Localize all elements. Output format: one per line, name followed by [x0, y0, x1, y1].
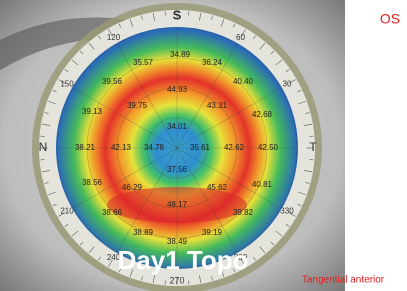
map-value: 39.56: [102, 77, 123, 86]
map-value: 38.21: [75, 143, 96, 152]
map-value: 35.61: [190, 143, 211, 152]
topography-screen: 1206015030210330240300 34.8935.5736.2439…: [0, 0, 407, 291]
map-value: 34.78: [144, 143, 165, 152]
map-value: 35.57: [133, 58, 154, 67]
degree-label: 120: [107, 33, 121, 42]
label-nasal: N: [39, 140, 48, 154]
label-superior: S: [173, 7, 182, 22]
map-type: Tangential anterior: [302, 275, 385, 286]
map-value: 34.89: [170, 50, 191, 59]
caption: Day1 Topo: [118, 245, 249, 275]
label-inferior: 270: [169, 275, 184, 285]
map-value: 37.56: [167, 165, 188, 174]
degree-label: 60: [236, 33, 245, 42]
map-value: 38.89: [133, 228, 154, 237]
map-value: 42.13: [111, 143, 132, 152]
degree-label: 30: [283, 80, 292, 89]
degree-label: 330: [280, 207, 294, 216]
map-value: 40.81: [252, 180, 273, 189]
map-value: 39.75: [127, 101, 148, 110]
map-value: 45.62: [207, 183, 228, 192]
map-value: 42.50: [258, 143, 279, 152]
map-value: 34.01: [167, 122, 188, 131]
degree-label: 150: [60, 80, 74, 89]
map-value: 46.29: [122, 183, 143, 192]
label-temporal: T: [309, 140, 317, 154]
eye-label: OS: [380, 11, 400, 27]
map-value: 39.82: [233, 208, 254, 217]
map-value: 40.40: [233, 77, 254, 86]
map-value: 44.93: [167, 85, 188, 94]
map-value: 42.68: [252, 110, 273, 119]
map-value: 36.24: [202, 58, 223, 67]
map-value: 48.17: [167, 200, 188, 209]
map-value: 42.62: [224, 143, 245, 152]
map-value: 38.66: [102, 208, 123, 217]
map-value: 38.56: [82, 178, 103, 187]
map-value: 39.19: [202, 228, 223, 237]
map-value: 39.13: [82, 107, 103, 116]
map-value: 43.31: [207, 101, 228, 110]
